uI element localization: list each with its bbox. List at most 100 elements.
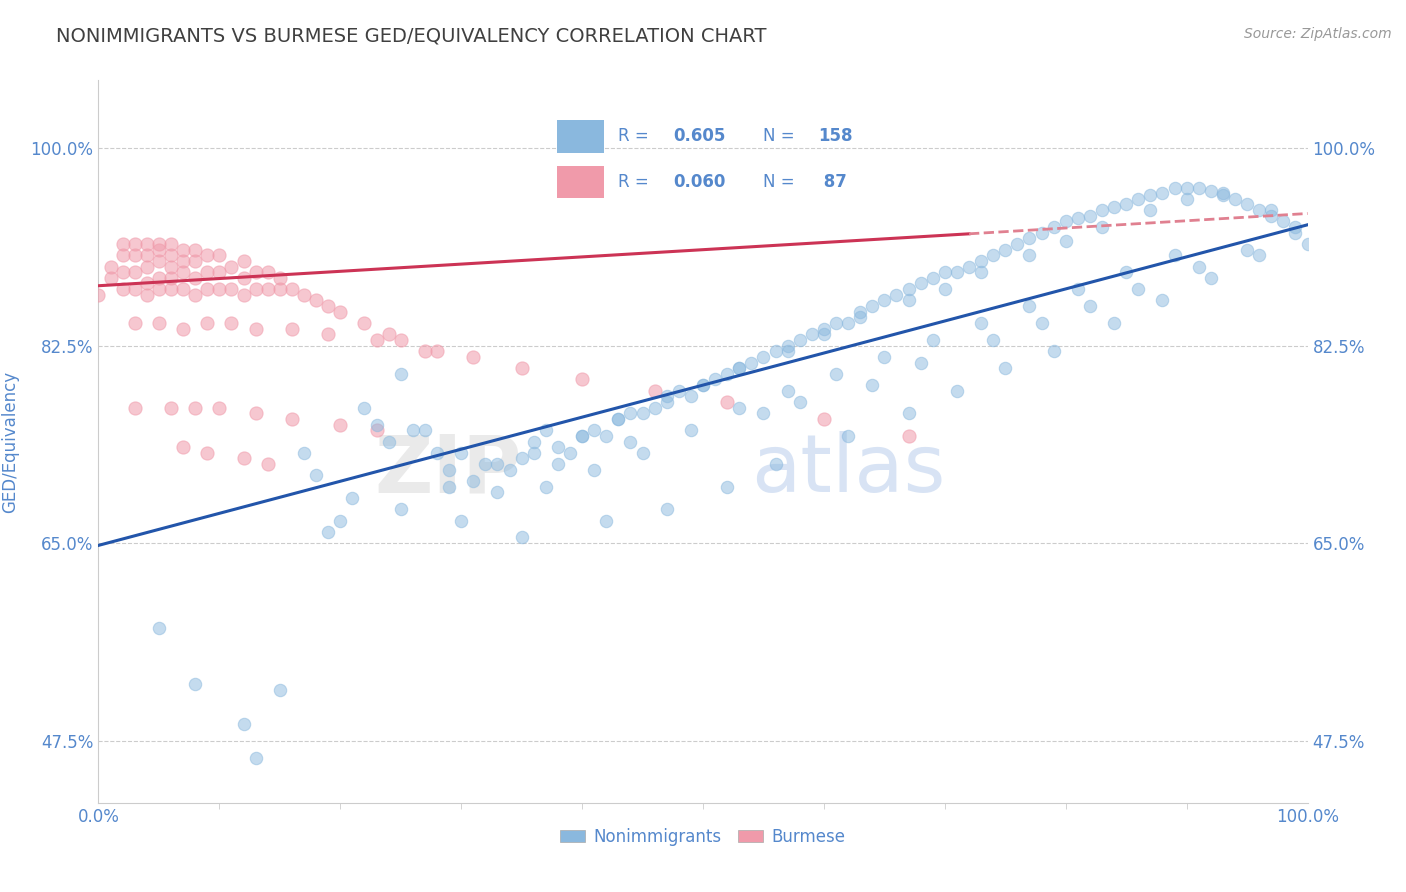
Point (316, 299, 339, 313)
Point (245, 282, 267, 296)
Point (837, 429, 859, 443)
Point (221, 282, 243, 296)
Point (728, 361, 751, 376)
Point (813, 412, 835, 426)
Point (1284, 226, 1306, 240)
Point (1078, 209, 1101, 223)
Point (789, 333, 811, 347)
Point (1115, 197, 1137, 211)
Point (221, 260, 243, 274)
Point (583, 423, 606, 437)
Point (208, 282, 231, 296)
Point (184, 677, 207, 691)
Point (366, 417, 388, 432)
Point (184, 253, 207, 268)
Point (897, 282, 920, 296)
Point (208, 265, 231, 279)
Point (1249, 203, 1271, 218)
Point (111, 265, 134, 279)
Point (1031, 316, 1053, 330)
Point (160, 260, 183, 274)
Point (148, 621, 170, 635)
Point (245, 321, 267, 335)
Point (148, 270, 170, 285)
Point (728, 401, 751, 415)
Point (1067, 211, 1090, 225)
Point (245, 406, 267, 420)
Point (148, 316, 170, 330)
Point (607, 412, 630, 426)
Point (148, 253, 170, 268)
Point (668, 384, 690, 398)
Point (160, 270, 183, 285)
Point (172, 253, 194, 268)
Point (655, 502, 678, 516)
Point (921, 270, 943, 285)
Point (619, 434, 641, 449)
Point (208, 248, 231, 262)
Point (957, 260, 980, 274)
Point (172, 440, 194, 454)
Point (305, 293, 328, 308)
Point (619, 406, 641, 420)
Point (353, 316, 375, 330)
Point (1031, 226, 1053, 240)
Point (1199, 270, 1222, 285)
Point (631, 446, 654, 460)
Point (692, 378, 714, 392)
Point (981, 333, 1004, 347)
Text: Source: ZipAtlas.com: Source: ZipAtlas.com (1244, 27, 1392, 41)
Point (245, 750, 267, 764)
Point (124, 401, 146, 415)
Point (679, 423, 702, 437)
Point (583, 463, 606, 477)
Point (329, 417, 352, 432)
Point (765, 344, 787, 359)
Point (1260, 203, 1282, 218)
Point (595, 514, 617, 528)
Point (135, 287, 157, 301)
Point (232, 451, 254, 466)
Point (934, 282, 956, 296)
Point (426, 446, 449, 460)
Point (195, 316, 218, 330)
Point (1007, 237, 1029, 252)
Point (353, 401, 375, 415)
Point (849, 304, 872, 318)
Point (111, 248, 134, 262)
Point (124, 316, 146, 330)
Point (474, 457, 496, 471)
Point (934, 265, 956, 279)
Point (631, 406, 654, 420)
Point (510, 361, 533, 376)
Text: ZIP: ZIP (374, 432, 522, 509)
Point (873, 293, 896, 308)
Point (366, 423, 388, 437)
Point (655, 389, 678, 403)
Point (644, 401, 666, 415)
Point (1163, 180, 1185, 194)
Point (1128, 282, 1150, 296)
Point (1139, 188, 1161, 202)
Point (1223, 192, 1246, 206)
Point (981, 248, 1004, 262)
Point (413, 423, 436, 437)
Point (1102, 316, 1125, 330)
Point (523, 434, 546, 449)
Point (813, 327, 835, 342)
Point (1175, 180, 1198, 194)
Point (148, 237, 170, 252)
Point (946, 265, 969, 279)
Point (135, 260, 157, 274)
Point (498, 463, 520, 477)
Point (389, 333, 412, 347)
Point (800, 327, 823, 342)
Point (547, 457, 569, 471)
Point (1054, 234, 1077, 248)
Point (124, 282, 146, 296)
Point (571, 429, 593, 443)
Point (813, 321, 835, 335)
Point (366, 333, 388, 347)
Point (655, 395, 678, 409)
Point (402, 423, 425, 437)
